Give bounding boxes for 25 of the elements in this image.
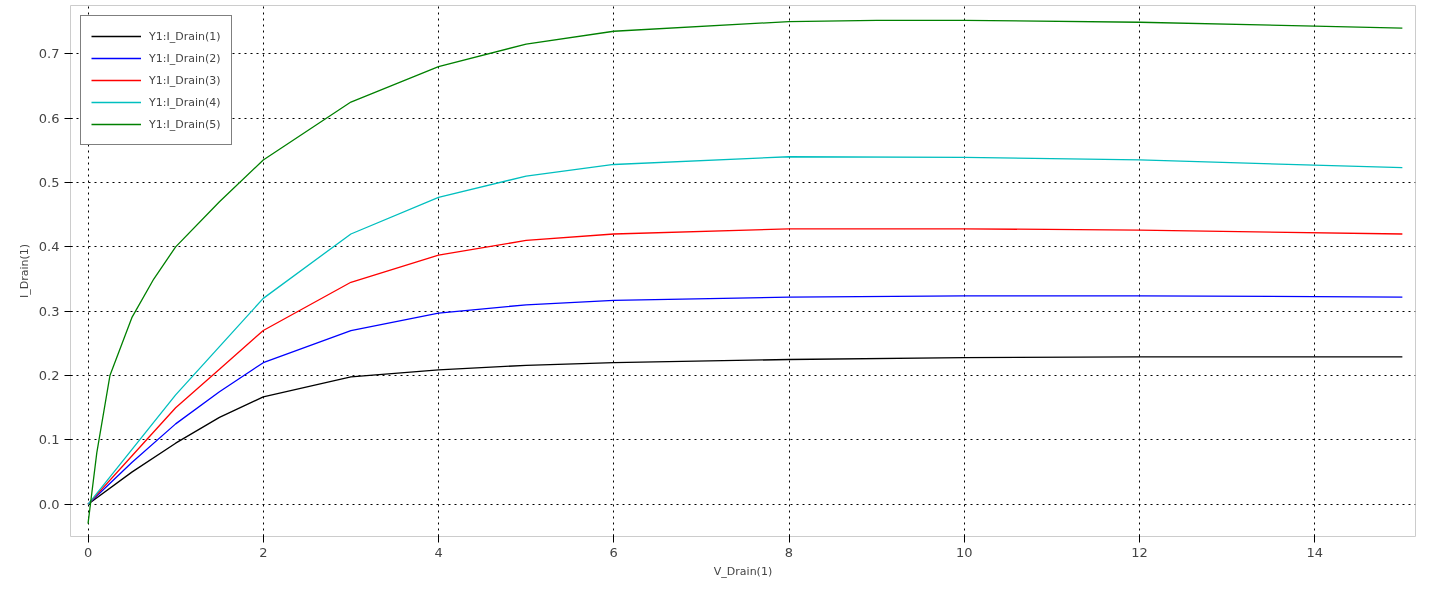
x-tick-label: 12 [1131,544,1148,560]
x-tick-label: 10 [955,544,973,560]
x-axis-title: V_Drain(1) [713,564,773,578]
y-tick-label: 0.0 [38,496,60,512]
y-tick-label: 0.1 [38,432,60,448]
y-tick-label: 0.3 [38,303,60,319]
x-tick-label: 8 [784,544,794,560]
x-tick-label: 4 [434,544,443,560]
legend-label: Y1:I_Drain(3) [149,73,221,87]
legend-label: Y1:I_Drain(1) [149,29,221,43]
legend-label: Y1:I_Drain(4) [149,95,221,109]
line-series [87,156,1404,505]
y-tick-label: 0.5 [38,175,60,190]
x-tick-label: 14 [1306,544,1324,560]
x-tick-label: 0 [83,544,93,560]
legend-label: Y1:I_Drain(2) [149,51,221,65]
x-tick-label: 2 [259,544,268,560]
y-axis-title: I_Drain(1) [17,243,31,299]
line-series [87,19,1404,525]
legend-label: Y1:I_Drain(5) [149,117,221,131]
y-tick-label: 0.2 [38,368,60,384]
y-tick-label: 0.4 [38,239,60,255]
x-tick-label: 6 [609,544,618,560]
y-tick-label: 0.6 [38,110,60,126]
y-tick-label: 0.7 [38,46,60,62]
